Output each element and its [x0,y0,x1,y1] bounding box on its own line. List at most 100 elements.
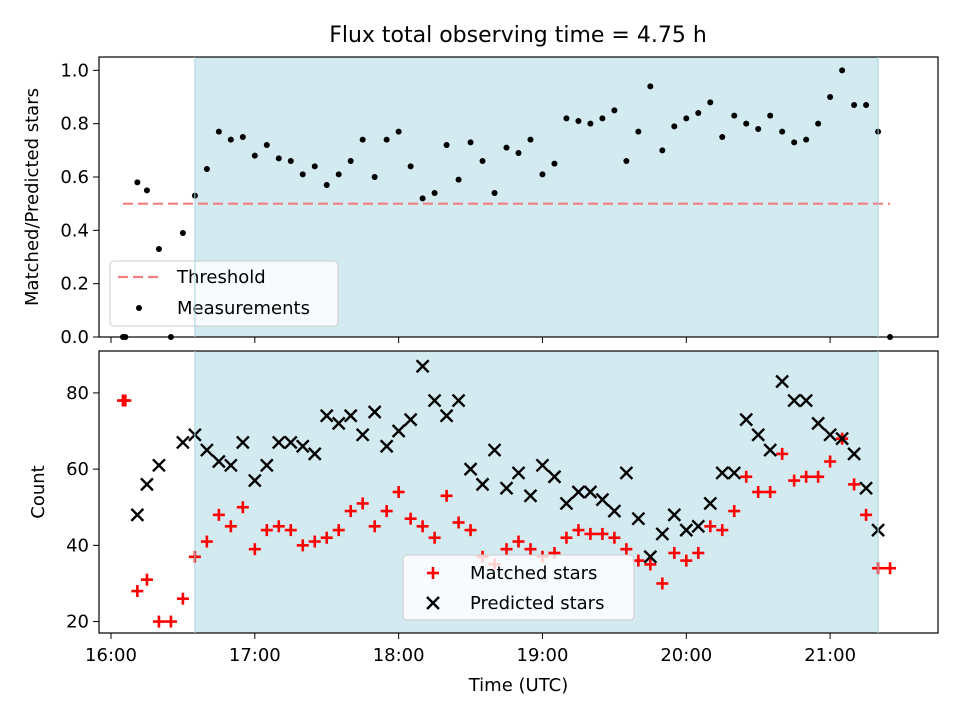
legend-plus [427,567,439,579]
predicted-star-marker [631,511,646,526]
x-b [140,477,154,492]
matched-star-marker [224,520,237,533]
matched-star-marker [152,615,165,628]
matched-star-marker [572,524,585,537]
x-b [259,458,274,473]
measurement-point [503,144,510,151]
predicted-star-marker [259,458,274,473]
matched-star-marker [344,505,357,518]
x-tick-label: 20:00 [660,645,712,666]
predicted-star-marker [859,481,873,496]
measurement-point [683,115,690,122]
legend-measurements-label: Measurements [177,298,310,319]
x-b [607,504,622,518]
x-b [271,435,286,450]
predicted-star-marker [475,477,490,492]
matched-star-marker [440,489,453,502]
measurement-point [251,152,258,159]
measurement-point [743,120,750,127]
chart-title: Flux total observing time = 4.75 h [329,23,707,48]
measurement-point [179,230,186,236]
measurement-point [491,190,498,196]
predicted-star-marker [619,466,634,480]
measurement-point [767,112,774,119]
predicted-star-marker [487,443,502,457]
measurement-point [215,128,222,135]
bottom-y-axis-label: Count [28,465,49,518]
x-b [751,427,766,442]
legend-predicted-swatch [426,596,440,610]
matched-star-marker [668,546,681,559]
x-b [475,477,490,492]
predicted-star-marker [559,496,574,511]
legend-matched-label: Matched stars [470,563,597,584]
predicted-star-marker [367,405,382,419]
matched-star-marker [740,470,753,483]
matched-star-marker [560,531,573,544]
predicted-star-marker [847,447,861,461]
predicted-star-marker [607,504,622,518]
measurement-point [371,174,378,180]
measurement-point [803,136,810,143]
x-b [247,473,262,488]
predicted-star-marker [595,492,610,507]
predicted-star-marker [379,439,394,454]
predicted-star-marker [499,481,514,496]
matched-star-marker [500,543,513,556]
y-tick-label: 0.4 [60,220,89,241]
x-b [331,416,346,431]
x-b [343,408,358,423]
y-tick-label: 60 [66,459,89,480]
matched-star-marker [524,543,537,556]
predicted-star-marker [235,435,250,450]
x-b [667,508,682,522]
measurement-point [599,115,606,122]
legend-x [426,596,440,610]
measurement-point [527,136,534,143]
matched-star-marker [512,535,525,548]
matched-star-marker [716,524,729,537]
predicted-star-marker [535,458,550,473]
predicted-star-marker [212,454,226,469]
matched-star-marker [584,527,597,540]
x-b [571,485,586,499]
measurement-point [263,142,270,148]
matched-star-marker [260,524,273,537]
predicted-star-marker [331,416,346,431]
top-x-axis-ticks [110,337,831,343]
x-b [727,466,742,480]
predicted-star-marker [703,496,718,511]
matched-star-marker [776,447,789,460]
top-y-axis-ticks: 0.0 0.2 0.4 0.6 0.8 1.0 [60,60,99,348]
measurement-point [731,112,738,119]
predicted-star-marker [739,412,754,427]
predicted-star-marker [415,359,430,374]
measurement-point [815,120,822,127]
matched-star-marker [212,508,225,521]
measurement-point [635,128,642,135]
measurement-point [431,190,438,196]
predicted-star-marker [391,424,406,438]
x-b [295,439,310,454]
predicted-star-marker [715,466,730,480]
predicted-star-marker [403,412,418,427]
top-panel: 0.0 0.2 0.4 0.6 0.8 1.0 Matched/Predicted sta… [22,56,939,348]
matched-star-marker [692,546,705,559]
measurement-point [575,118,582,124]
x-b [367,405,382,419]
x-b [715,466,730,480]
predicted-star-marker [775,374,790,389]
measurement-point [755,126,762,132]
top-legend: Threshold Measurements [109,260,339,327]
x-b [499,481,514,496]
bottom-x-axis-ticks: 16:00 17:00 18:00 19:00 20:00 21:00 [85,633,856,666]
measurement-point [719,134,726,140]
y-tick-label: 1.0 [60,60,89,81]
x-b [176,435,190,450]
predicted-star-marker [727,466,742,480]
predicted-star-marker [355,427,370,442]
measurement-point [611,107,618,114]
predicted-star-marker [823,427,837,442]
x-tick-label: 16:00 [85,645,137,666]
